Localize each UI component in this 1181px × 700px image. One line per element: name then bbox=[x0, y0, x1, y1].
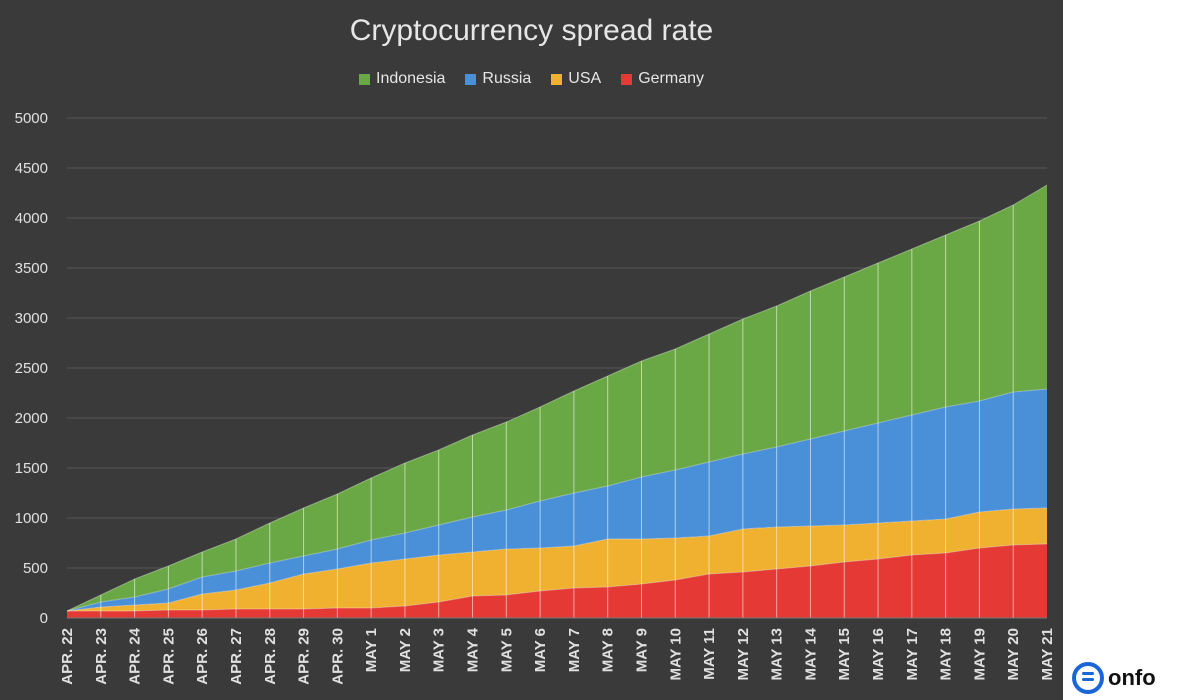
x-tick-label-7: APR. 29 bbox=[296, 628, 313, 685]
brand-name: onfo bbox=[1108, 665, 1156, 690]
legend-label-germany: Germany bbox=[638, 70, 704, 87]
x-tick-label-10: MAY 2 bbox=[397, 628, 414, 672]
x-tick-label-6: APR. 28 bbox=[262, 628, 279, 685]
x-tick-label-8: APR. 30 bbox=[329, 628, 346, 685]
legend-item-usa: USA bbox=[551, 70, 601, 88]
area-usa bbox=[67, 508, 1047, 611]
x-tick-label-20: MAY 12 bbox=[735, 628, 752, 681]
y-tick-label-2500: 2500 bbox=[15, 360, 48, 377]
series-line-usa bbox=[66, 507, 1048, 612]
x-tick-label-14: MAY 6 bbox=[532, 628, 549, 672]
y-tick-label-3000: 3000 bbox=[15, 310, 48, 327]
legend-label-usa: USA bbox=[568, 70, 602, 87]
x-tick-label-27: MAY 19 bbox=[971, 628, 988, 681]
legend-label-russia: Russia bbox=[482, 70, 532, 87]
legend-swatch-usa bbox=[551, 73, 563, 85]
x-tick-label-26: MAY 18 bbox=[938, 628, 955, 681]
x-tick-label-5: APR. 27 bbox=[228, 628, 245, 685]
y-tick-label-5000: 5000 bbox=[15, 110, 48, 127]
legend-label-indonesia: Indonesia bbox=[376, 70, 446, 87]
x-tick-label-2: APR. 24 bbox=[127, 627, 144, 684]
y-tick-label-4000: 4000 bbox=[15, 210, 48, 227]
x-tick-label-11: MAY 3 bbox=[431, 628, 448, 672]
x-tick-label-21: MAY 13 bbox=[769, 628, 786, 681]
x-tick-label-0: APR. 22 bbox=[59, 628, 76, 685]
x-tick-label-19: MAY 11 bbox=[701, 628, 718, 680]
area-indonesia bbox=[67, 185, 1047, 611]
legend-item-germany: Germany bbox=[621, 70, 704, 88]
chart-title: Cryptocurrency spread rate bbox=[349, 14, 714, 47]
x-tick-label-18: MAY 10 bbox=[667, 628, 684, 681]
legend-item-russia: Russia bbox=[465, 70, 531, 88]
chart-panel: Cryptocurrency spread rate Indonesia Rus… bbox=[0, 0, 1063, 700]
chart-legend: Indonesia Russia USA Germany bbox=[0, 70, 1063, 88]
x-tick-label-1: APR. 23 bbox=[93, 628, 110, 685]
y-tick-label-2000: 2000 bbox=[15, 410, 48, 427]
x-tick-label-16: MAY 8 bbox=[600, 628, 617, 672]
x-tick-label-12: MAY 4 bbox=[465, 627, 482, 672]
x-tick-label-28: MAY 20 bbox=[1005, 628, 1022, 681]
x-tick-label-3: APR. 25 bbox=[160, 628, 177, 685]
x-tick-label-29: MAY 21 bbox=[1039, 628, 1056, 681]
y-tick-label-1000: 1000 bbox=[15, 510, 48, 527]
series-line-germany bbox=[67, 543, 1048, 612]
y-tick-label-1500: 1500 bbox=[15, 460, 48, 477]
series-line-indonesia bbox=[66, 184, 1048, 612]
x-tick-label-15: MAY 7 bbox=[566, 628, 583, 672]
series-line-russia bbox=[66, 388, 1048, 612]
legend-swatch-indonesia bbox=[359, 73, 370, 85]
area-germany bbox=[67, 544, 1047, 618]
drop-lines bbox=[100, 205, 1014, 618]
brand-logo-icon bbox=[1072, 662, 1104, 694]
x-tick-label-24: MAY 16 bbox=[870, 628, 887, 681]
x-tick-label-9: MAY 1 bbox=[363, 628, 380, 672]
x-tick-label-13: MAY 5 bbox=[498, 628, 515, 672]
x-tick-label-25: MAY 17 bbox=[904, 628, 921, 681]
y-tick-label-500: 500 bbox=[23, 560, 48, 577]
y-tick-label-4500: 4500 bbox=[15, 160, 48, 177]
x-tick-label-22: MAY 14 bbox=[802, 627, 819, 680]
chart-plot: 0 500 1000 1500 2000 2500 3000 3500 4000 4500 5000… bbox=[15, 110, 1056, 685]
area-russia bbox=[67, 389, 1047, 611]
x-tick-label-4: APR. 26 bbox=[194, 628, 211, 685]
legend-swatch-germany bbox=[621, 73, 633, 85]
legend-item-indonesia: Indonesia bbox=[359, 70, 445, 88]
y-tick-label-0: 0 bbox=[40, 610, 48, 627]
area-series-group bbox=[67, 185, 1047, 618]
legend-swatch-russia bbox=[465, 73, 477, 85]
x-tick-label-23: MAY 15 bbox=[836, 628, 853, 681]
brand-watermark: onfo bbox=[1072, 662, 1156, 694]
x-tick-label-17: MAY 9 bbox=[633, 628, 650, 672]
y-tick-label-3500: 3500 bbox=[15, 260, 48, 277]
